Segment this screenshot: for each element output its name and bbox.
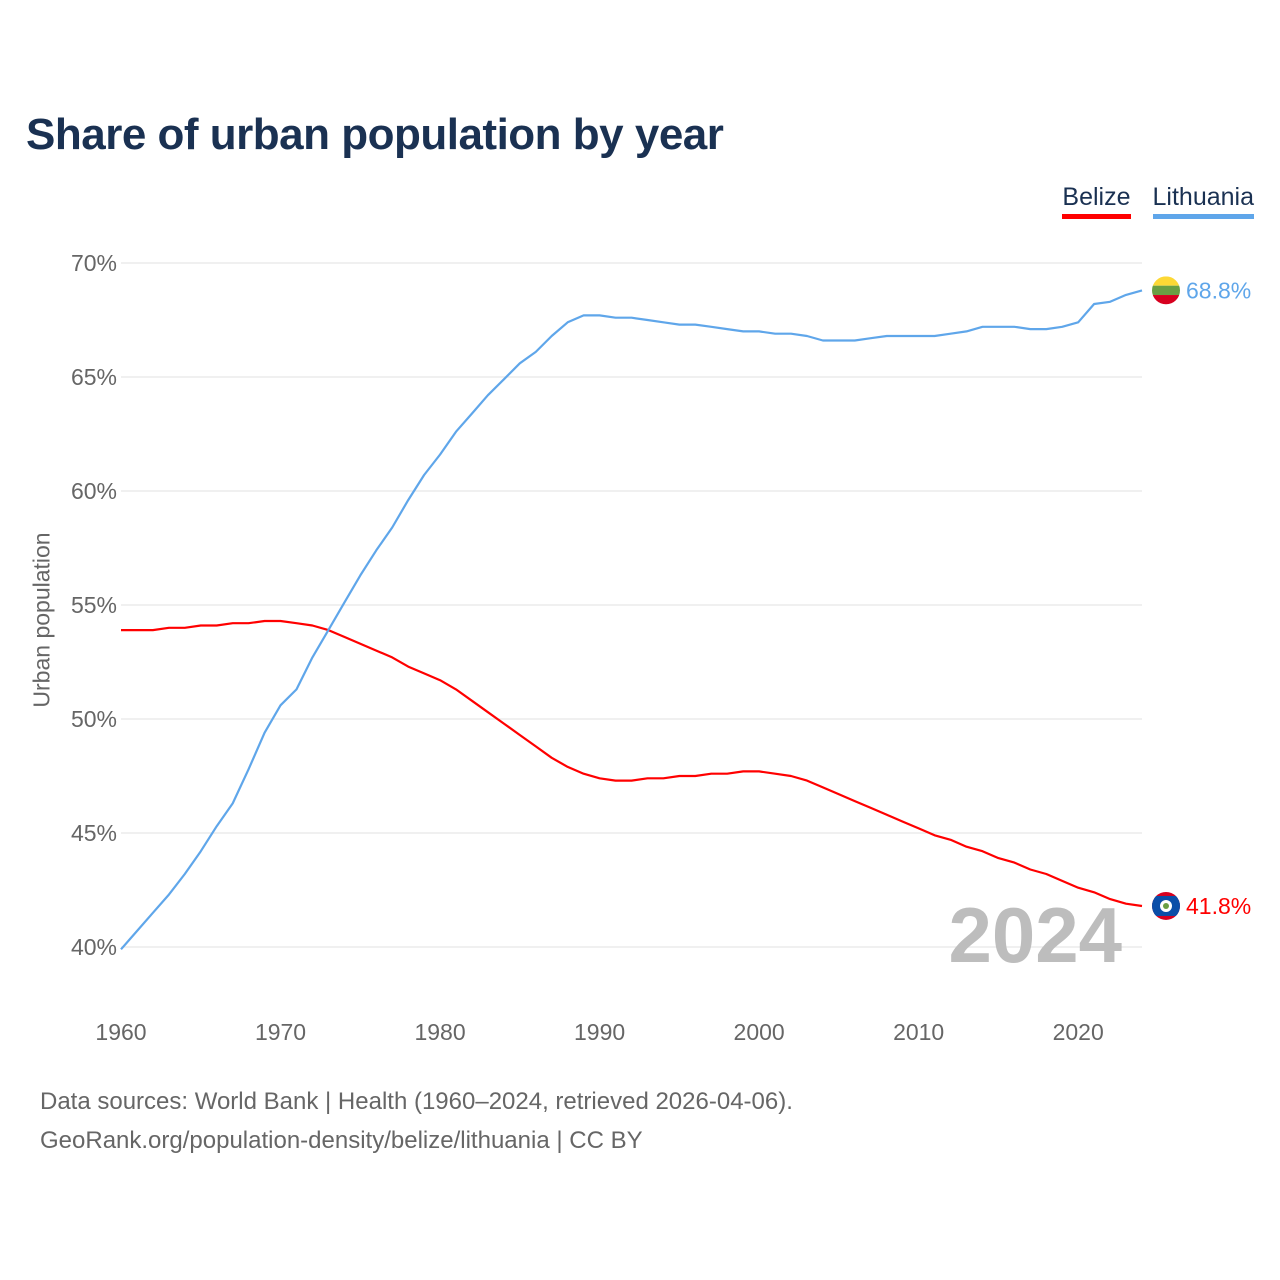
x-tick-label: 1980	[414, 1019, 465, 1045]
footer-sources: Data sources: World Bank | Health (1960–…	[40, 1088, 793, 1115]
footer-attribution[interactable]: GeoRank.org/population-density/belize/li…	[40, 1127, 643, 1154]
legend: Belize Lithuania	[1062, 183, 1254, 219]
y-tick-label: 40%	[71, 934, 117, 960]
x-tick-label: 1970	[255, 1019, 306, 1045]
flag-red	[1152, 295, 1180, 305]
series-line-lithuania	[120, 289, 1143, 951]
x-tick-label: 2020	[1053, 1019, 1104, 1045]
legend-item-lithuania[interactable]: Lithuania	[1152, 183, 1254, 219]
legend-item-belize[interactable]: Belize	[1062, 183, 1131, 219]
series-line-belize	[121, 619, 1143, 908]
y-tick-label: 70%	[71, 250, 117, 276]
end-value-label-lithuania: 68.8%	[1186, 277, 1251, 303]
flag-yellow	[1152, 276, 1180, 286]
lithuania-flag-icon	[1152, 276, 1180, 305]
y-tick-label: 60%	[71, 478, 117, 504]
y-tick-label: 45%	[71, 820, 117, 846]
x-tick-label: 1960	[95, 1019, 146, 1045]
x-tick-label: 2010	[893, 1019, 944, 1045]
y-tick-label: 65%	[71, 364, 117, 390]
x-tick-label: 2000	[734, 1019, 785, 1045]
chart-title: Share of urban population by year	[26, 110, 724, 159]
flag-stripes	[1152, 891, 1180, 920]
flag-green	[1152, 285, 1180, 296]
y-tick-label: 55%	[71, 592, 117, 618]
flag-emblem-inner	[1163, 902, 1169, 909]
x-tick-label: 1990	[574, 1019, 625, 1045]
y-axis-label: Urban population	[28, 532, 55, 708]
end-value-label-belize: 41.8%	[1186, 893, 1251, 919]
belize-flag-icon	[1152, 891, 1180, 920]
year-watermark: 2024	[948, 891, 1122, 979]
flag-stripes	[1152, 276, 1180, 305]
y-tick-label: 50%	[71, 706, 117, 732]
